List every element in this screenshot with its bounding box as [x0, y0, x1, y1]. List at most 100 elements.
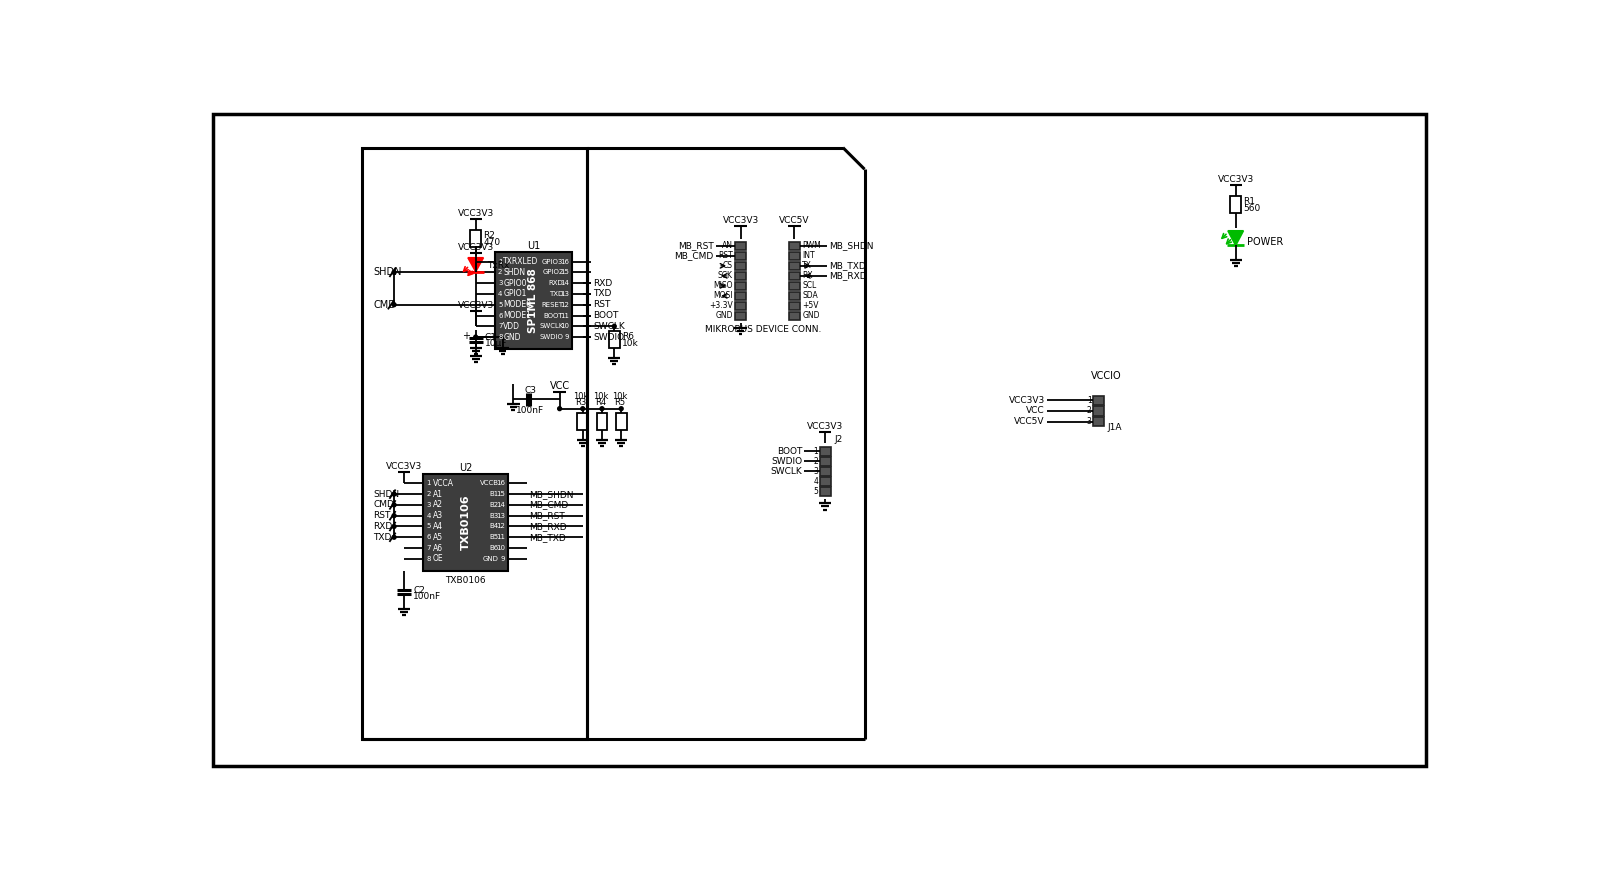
Circle shape — [392, 524, 397, 529]
Text: POWER: POWER — [1247, 237, 1284, 246]
Text: RESET: RESET — [542, 301, 563, 307]
Text: 1: 1 — [427, 481, 430, 486]
Text: VCCB: VCCB — [480, 481, 499, 486]
Text: RXD: RXD — [548, 280, 563, 287]
Text: MODE1: MODE1 — [504, 311, 531, 320]
Circle shape — [619, 407, 624, 410]
Text: 6: 6 — [427, 534, 430, 540]
Circle shape — [473, 335, 478, 339]
Circle shape — [392, 492, 397, 496]
Circle shape — [612, 324, 616, 328]
Bar — [820, 457, 830, 466]
Text: 4: 4 — [427, 513, 430, 519]
Bar — [820, 477, 830, 486]
Bar — [736, 261, 747, 270]
Text: 13: 13 — [496, 513, 505, 519]
Text: 3: 3 — [814, 467, 819, 476]
Text: 8: 8 — [497, 334, 502, 340]
Text: SHDN: SHDN — [373, 267, 401, 277]
Text: 16: 16 — [496, 481, 505, 486]
Text: TXB0106: TXB0106 — [461, 495, 470, 550]
Text: B5: B5 — [489, 534, 499, 540]
Text: J1A: J1A — [1108, 423, 1122, 432]
Bar — [1094, 407, 1103, 415]
Text: SDA: SDA — [803, 292, 819, 300]
Bar — [788, 292, 800, 300]
Text: RST: RST — [373, 511, 390, 520]
Text: GPIO1: GPIO1 — [504, 289, 526, 299]
Text: RXD: RXD — [373, 522, 392, 531]
Text: 10k: 10k — [622, 339, 638, 348]
Text: J2: J2 — [835, 435, 843, 444]
Bar — [788, 252, 800, 260]
Text: 13: 13 — [560, 291, 569, 297]
Text: 10: 10 — [496, 545, 505, 551]
Bar — [736, 241, 747, 250]
Text: MIKROBUS DEVICE CONN.: MIKROBUS DEVICE CONN. — [705, 325, 822, 334]
Text: A4: A4 — [433, 522, 443, 531]
Bar — [788, 272, 800, 280]
Text: RX: RX — [803, 272, 812, 280]
Text: RST: RST — [718, 252, 732, 260]
Bar — [788, 312, 800, 321]
Bar — [424, 474, 508, 571]
Polygon shape — [1228, 231, 1244, 246]
Bar — [577, 414, 588, 430]
Circle shape — [580, 407, 585, 410]
Text: 15: 15 — [496, 491, 505, 497]
Text: C2: C2 — [413, 586, 425, 595]
Text: B2: B2 — [489, 502, 499, 508]
Bar — [736, 272, 747, 280]
Bar — [1094, 395, 1103, 405]
Text: TXD: TXD — [593, 289, 612, 299]
Text: A2: A2 — [433, 501, 443, 510]
Text: MB_TXD: MB_TXD — [529, 533, 566, 542]
Text: R6: R6 — [622, 332, 633, 341]
Text: CMD: CMD — [373, 501, 393, 510]
Text: TxRx: TxRx — [488, 261, 510, 270]
Text: 11: 11 — [496, 534, 505, 540]
Text: GPIO0: GPIO0 — [504, 279, 528, 287]
Text: 4: 4 — [497, 291, 502, 297]
Text: C1: C1 — [484, 334, 497, 342]
Text: 9: 9 — [500, 556, 505, 562]
Text: PWM: PWM — [803, 241, 820, 250]
Text: 2: 2 — [497, 269, 502, 275]
Circle shape — [392, 271, 397, 274]
Text: 5: 5 — [427, 523, 430, 530]
Text: 12: 12 — [560, 301, 569, 307]
Text: 11: 11 — [560, 313, 569, 319]
Bar — [788, 241, 800, 250]
Text: 10: 10 — [560, 323, 569, 329]
Text: R3: R3 — [576, 398, 587, 407]
Text: TXD: TXD — [373, 533, 392, 542]
Text: CMD: CMD — [373, 300, 397, 310]
Text: TXB0106: TXB0106 — [446, 576, 486, 585]
Text: SWCLK: SWCLK — [593, 321, 625, 331]
Bar — [596, 414, 608, 430]
Text: VCC3V3: VCC3V3 — [1217, 175, 1254, 185]
Text: SCL: SCL — [803, 281, 817, 290]
Text: MB_RST: MB_RST — [678, 241, 713, 250]
Text: 560: 560 — [1244, 204, 1260, 213]
Text: 2: 2 — [814, 457, 819, 466]
Text: GND: GND — [504, 333, 521, 341]
Text: SWCLK: SWCLK — [539, 323, 563, 329]
Text: R1: R1 — [1244, 197, 1255, 206]
Text: VDD: VDD — [504, 321, 520, 331]
Text: GND: GND — [483, 556, 499, 562]
Text: 14: 14 — [560, 280, 569, 287]
Text: MB_RST: MB_RST — [529, 511, 566, 520]
Text: MOSI: MOSI — [713, 292, 732, 300]
Text: BOOT: BOOT — [777, 447, 803, 456]
Bar — [736, 301, 747, 310]
Bar — [820, 487, 830, 496]
Bar — [820, 447, 830, 456]
Text: 16: 16 — [560, 259, 569, 265]
Text: MB_SHDN: MB_SHDN — [529, 490, 574, 498]
Text: MODE0: MODE0 — [504, 300, 531, 309]
Text: SHDN: SHDN — [373, 490, 400, 498]
Text: VCC5V: VCC5V — [1014, 417, 1044, 426]
Text: TXD: TXD — [548, 291, 563, 297]
Text: BOOT: BOOT — [544, 313, 563, 319]
